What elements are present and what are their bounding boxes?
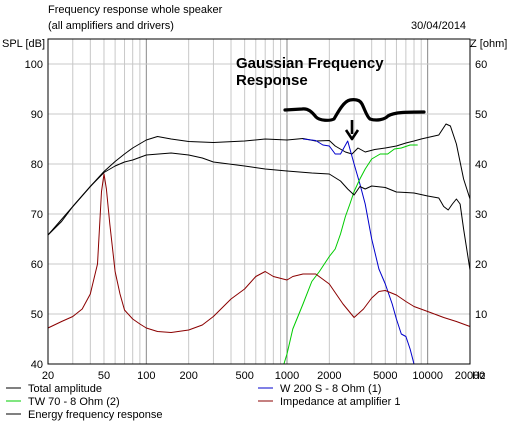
series-line-2: [302, 138, 415, 365]
chart-date: 30/04/2014: [411, 20, 466, 32]
plot-frame: [47, 38, 471, 365]
x-tick-label: 1000: [275, 370, 299, 382]
tick-labels: 20 50 100 200 500 1000 2000 5000 10000 20000 40 50 6…: [25, 59, 488, 382]
legend-label: W 200 S - 8 Ohm (1): [280, 383, 381, 395]
x-tick-label: 500: [235, 370, 253, 382]
annotation-line1: Gaussian Frequency: [236, 55, 384, 72]
grid: [48, 39, 470, 364]
y-right-tick-label: 60: [475, 59, 487, 71]
y-left-axis-label: SPL [dB]: [2, 38, 45, 50]
y-left-tick-label: 80: [31, 159, 43, 171]
legend: Total amplitude W 200 S - 8 Ohm (1) TW 70 …: [6, 383, 400, 421]
annotation-line2: Response: [236, 72, 308, 89]
y-right-tick-label: 50: [475, 109, 487, 121]
x-tick-label: 200: [179, 370, 197, 382]
y-left-tick-label: 50: [31, 309, 43, 321]
gaussian-annotation: Gaussian Frequency Response: [236, 55, 426, 141]
legend-label: TW 70 - 8 Ohm (2): [28, 396, 120, 408]
series-line-3: [48, 144, 418, 365]
arrow-down-icon: [344, 129, 360, 141]
y-right-tick-label: 10: [475, 309, 487, 321]
y-right-axis-label: Z [ohm]: [470, 38, 507, 50]
series-line-5: [47, 173, 471, 333]
chart-title: Frequency response whole speaker: [48, 4, 223, 16]
x-tick-label: 10000: [412, 370, 443, 382]
y-left-tick-label: 90: [31, 109, 43, 121]
x-tick-label: 5000: [373, 370, 397, 382]
y-right-tick-label: 40: [475, 159, 487, 171]
legend-label: Impedance at amplifier 1: [280, 396, 400, 408]
series-line-4: [47, 152, 471, 271]
y-right-tick-label: 30: [475, 209, 487, 221]
x-tick-label: 100: [137, 370, 155, 382]
legend-label: Total amplitude: [28, 383, 102, 395]
y-left-tick-label: 70: [31, 209, 43, 221]
series-line-1: [47, 123, 471, 236]
y-right-tick-label: 20: [475, 259, 487, 271]
y-left-tick-label: 100: [25, 59, 43, 71]
x-tick-label: 20: [42, 370, 54, 382]
y-left-tick-label: 40: [31, 359, 43, 371]
chart-subtitle: (all amplifiers and drivers): [48, 20, 174, 32]
x-tick-label: 20000: [455, 370, 486, 382]
x-tick-label: 2000: [317, 370, 341, 382]
y-left-tick-label: 60: [31, 259, 43, 271]
x-axis-unit-label: Hz: [472, 370, 485, 382]
plot-area: [47, 123, 471, 365]
legend-label: Energy frequency response: [28, 409, 163, 421]
gaussian-curve-sketch: [283, 98, 426, 122]
x-tick-label: 50: [98, 370, 110, 382]
